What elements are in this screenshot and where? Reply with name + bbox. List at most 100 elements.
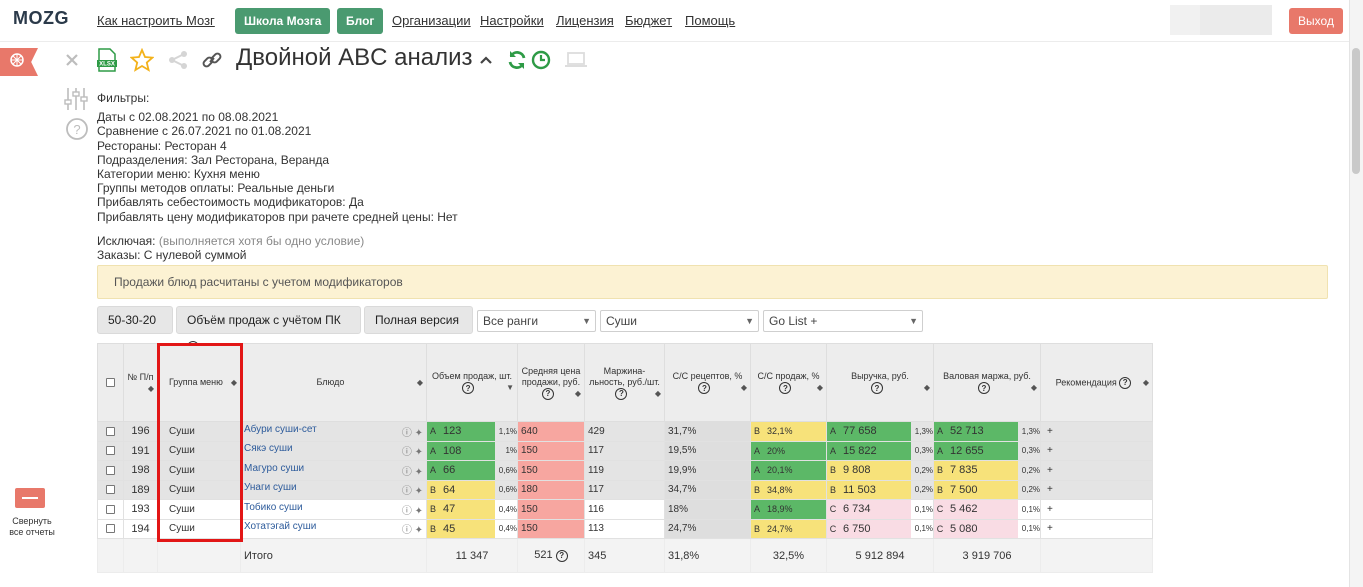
row-checkbox[interactable] [97,421,124,442]
mozg-logo[interactable]: MOZG [13,8,69,28]
volume-pk-button[interactable]: Объём продаж с учётом ПК ? [176,306,361,353]
col-dish-header[interactable]: Блюдо ◆ [240,343,427,422]
laptop-icon[interactable] [563,48,589,72]
row-num: 193 [123,499,158,520]
row-cost-sales: A 20% [750,440,827,461]
xlsx-export-icon[interactable]: XLSX [95,48,119,72]
scrollbar-thumb[interactable] [1352,48,1360,174]
row-dish[interactable]: Абури суши-сет ⓘ ✦ [240,421,427,442]
row-num: 198 [123,460,158,481]
col-gross-header[interactable]: Валовая маржа, руб.? ◆ [933,343,1041,422]
blog-button[interactable]: Блог [337,8,384,34]
help-icon[interactable]: ? [65,117,89,141]
table-row[interactable]: 193 Суши Тобико суши ⓘ ✦ B 47 0,4% 150 116 18% A 18… [97,499,1153,520]
col-avg-price-header[interactable]: Средняя цена продажи, руб.? ◆ [517,343,585,422]
col-num-header[interactable]: № П/п ◆ [123,343,158,422]
col-cost-sales-header[interactable]: С/С продаж, %? ◆ [750,343,827,422]
nav-organizations[interactable]: Организации [392,13,471,28]
filter-line: Сравнение с 26.07.2021 по 01.08.2021 [97,124,312,139]
total-price: 521 ? [517,538,585,573]
info-icon[interactable]: ⓘ ✦ [401,486,423,498]
exit-button[interactable]: Выход [1289,8,1343,34]
nav-settings[interactable]: Настройки [480,13,544,28]
row-cost-sales: A 18,9% [750,499,827,520]
row-revenue: A 77 658 1,3% [826,421,934,442]
info-icon[interactable]: ⓘ ✦ [401,525,423,537]
info-icon[interactable]: ⓘ ✦ [401,505,423,517]
table-header-row: № П/п ◆ Группа меню ◆ Блюдо ◆ Объем продаж,… [97,343,1153,422]
golist-select[interactable]: Go List + ▼ [763,310,923,332]
top-bar: MOZG Как настроить Мозг Школа Мозга Блог… [0,0,1349,42]
row-recommend[interactable]: + [1040,518,1153,539]
col-margin-header[interactable]: Маржина-льность, руб./шт. ? ◆ [584,343,665,422]
col-recommend-header[interactable]: Рекомендация ? ◆ [1040,343,1153,422]
table-row[interactable]: 191 Суши Сякэ суши ⓘ ✦ A 108 1% 150 117 19,5% A 20%… [97,440,1153,461]
table-row[interactable]: 194 Суши Хотатэгай суши ⓘ ✦ B 45 0,4% 150 113 24,… [97,518,1153,539]
row-dish[interactable]: Магуро суши ⓘ ✦ [240,460,427,481]
nav-budget[interactable]: Бюджет [625,13,673,28]
refresh-icon[interactable] [505,48,529,72]
link-icon[interactable] [200,48,224,72]
row-checkbox[interactable] [97,518,124,539]
table-row[interactable]: 189 Суши Унаги суши ⓘ ✦ B 64 0,6% 180 117 34,7% B 3… [97,479,1153,500]
ranks-select[interactable]: Все ранги ▼ [477,310,596,332]
col-cost-recipe-header[interactable]: С/С рецептов, %? ◆ [664,343,751,422]
group-select[interactable]: Суши ▼ [600,310,759,332]
close-icon[interactable] [63,48,81,72]
row-checkbox[interactable] [97,479,124,500]
filter-line: Группы методов оплаты: Реальные деньги [97,181,335,196]
row-volume: B 45 0,4% [426,518,518,539]
row-avg-price: 150 [517,518,585,539]
row-checkbox[interactable] [97,440,124,461]
row-recommend[interactable]: + [1040,460,1153,481]
table-row[interactable]: 198 Суши Магуро суши ⓘ ✦ A 66 0,6% 150 119 19,9% A… [97,460,1153,481]
info-icon[interactable]: ⓘ ✦ [401,447,423,459]
row-volume: B 47 0,4% [426,499,518,520]
row-avg-price: 640 [517,421,585,442]
row-num: 196 [123,421,158,442]
share-icon[interactable] [166,48,190,72]
nav-help[interactable]: Помощь [685,13,736,28]
row-dish[interactable]: Унаги суши ⓘ ✦ [240,479,427,500]
help-icon: ? [555,549,568,562]
row-recommend[interactable]: + [1040,499,1153,520]
select-all-checkbox[interactable] [97,343,124,422]
school-button[interactable]: Школа Мозга [235,8,331,34]
clock-icon[interactable] [530,48,552,72]
row-recommend[interactable]: + [1040,479,1153,500]
row-cost-recipe: 34,7% [664,479,751,500]
info-icon[interactable]: ⓘ ✦ [401,427,423,439]
row-avg-price: 150 [517,499,585,520]
help-icon: ? [541,387,554,400]
filter-line: Прибавлять себестоимость модификаторов: … [97,195,364,210]
star-icon[interactable] [129,48,155,72]
row-checkbox[interactable] [97,499,124,520]
row-recommend[interactable]: + [1040,440,1153,461]
abc-table: № П/п ◆ Группа меню ◆ Блюдо ◆ Объем продаж,… [97,343,1153,573]
info-icon[interactable]: ⓘ ✦ [401,466,423,478]
nav-license[interactable]: Лицензия [556,13,614,28]
ratio-dropdown-button[interactable]: 50-30-20 ▾ [97,306,173,352]
total-cost-sales: 32,5% [750,538,827,573]
col-volume-header[interactable]: Объем продаж, шт. ? ▼ [426,343,518,422]
row-dish[interactable]: Сякэ суши ⓘ ✦ [240,440,427,461]
row-cost-sales: B 24,7% [750,518,827,539]
row-checkbox[interactable] [97,460,124,481]
version-dropdown-button[interactable]: Полная версия ▾ [364,306,473,352]
col-revenue-header[interactable]: Выручка, руб.? ◆ [826,343,934,422]
row-dish[interactable]: Тобико суши ⓘ ✦ [240,499,427,520]
row-recommend[interactable]: + [1040,421,1153,442]
exclude-line: Исключая: (выполняется хотя бы одно усло… [97,233,365,248]
collapse-reports-button[interactable] [15,488,45,508]
row-dish[interactable]: Хотатэгай суши ⓘ ✦ [240,518,427,539]
table-row[interactable]: 196 Суши Абури суши-сет ⓘ ✦ A 123 1,1% 640 429 31… [97,421,1153,442]
user-placeholder-2 [1200,5,1272,35]
help-icon: ? [779,382,792,394]
nav-how-to-setup[interactable]: Как настроить Мозг [97,13,215,28]
row-margin: 429 [584,421,665,442]
row-cost-sales: A 20,1% [750,460,827,481]
filter-settings-icon[interactable] [63,86,89,112]
chevron-up-icon[interactable] [478,48,494,72]
